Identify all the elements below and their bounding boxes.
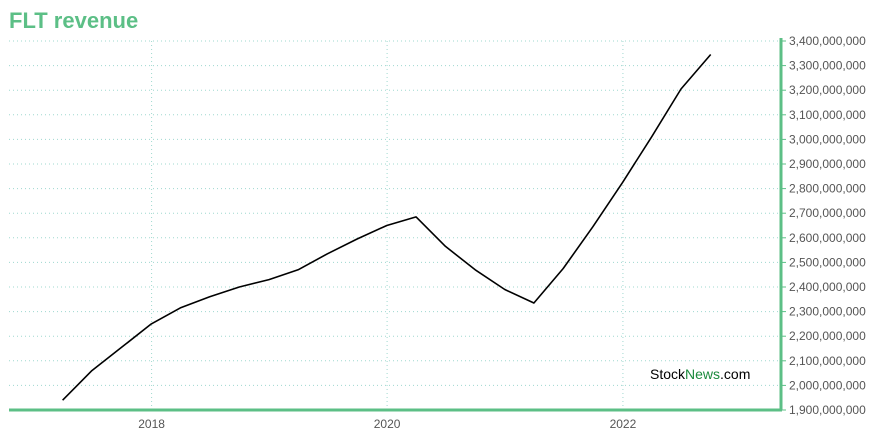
watermark-news: News (685, 366, 720, 382)
y-tick-label: 3,300,000,000 (789, 59, 866, 73)
x-tick-label: 2018 (138, 417, 165, 431)
grid-lines (9, 40, 781, 411)
x-tick-label: 2020 (374, 417, 401, 431)
y-tick-label: 3,100,000,000 (789, 108, 866, 122)
y-tick-label: 2,900,000,000 (789, 157, 866, 171)
chart-title: FLT revenue (9, 8, 139, 33)
y-tick-label: 2,100,000,000 (789, 354, 866, 368)
y-tick-label: 2,000,000,000 (789, 378, 866, 392)
x-axis-ticks: 2018 2020 2022 (138, 417, 636, 431)
y-tick-label: 2,400,000,000 (789, 280, 866, 294)
y-tick-label: 1,900,000,000 (789, 403, 866, 417)
y-tick-label: 2,300,000,000 (789, 305, 866, 319)
x-tick-label: 2022 (610, 417, 637, 431)
watermark: StockNews.com (650, 366, 750, 382)
series-line (62, 53, 712, 401)
series-group (62, 53, 712, 401)
y-tick-label: 2,500,000,000 (789, 255, 866, 269)
y-tick-label: 2,200,000,000 (789, 329, 866, 343)
watermark-com: .com (720, 366, 750, 382)
y-tick-label: 3,400,000,000 (789, 34, 866, 48)
axes (9, 38, 783, 412)
y-axis-ticks: 1,900,000,000 2,000,000,000 2,100,000,000 2… (781, 34, 866, 417)
watermark-stock: Stock (650, 366, 686, 382)
y-tick-label: 2,600,000,000 (789, 231, 866, 245)
y-tick-label: 3,000,000,000 (789, 132, 866, 146)
y-tick-label: 2,800,000,000 (789, 182, 866, 196)
y-tick-label: 3,200,000,000 (789, 83, 866, 97)
y-tick-label: 2,700,000,000 (789, 206, 866, 220)
